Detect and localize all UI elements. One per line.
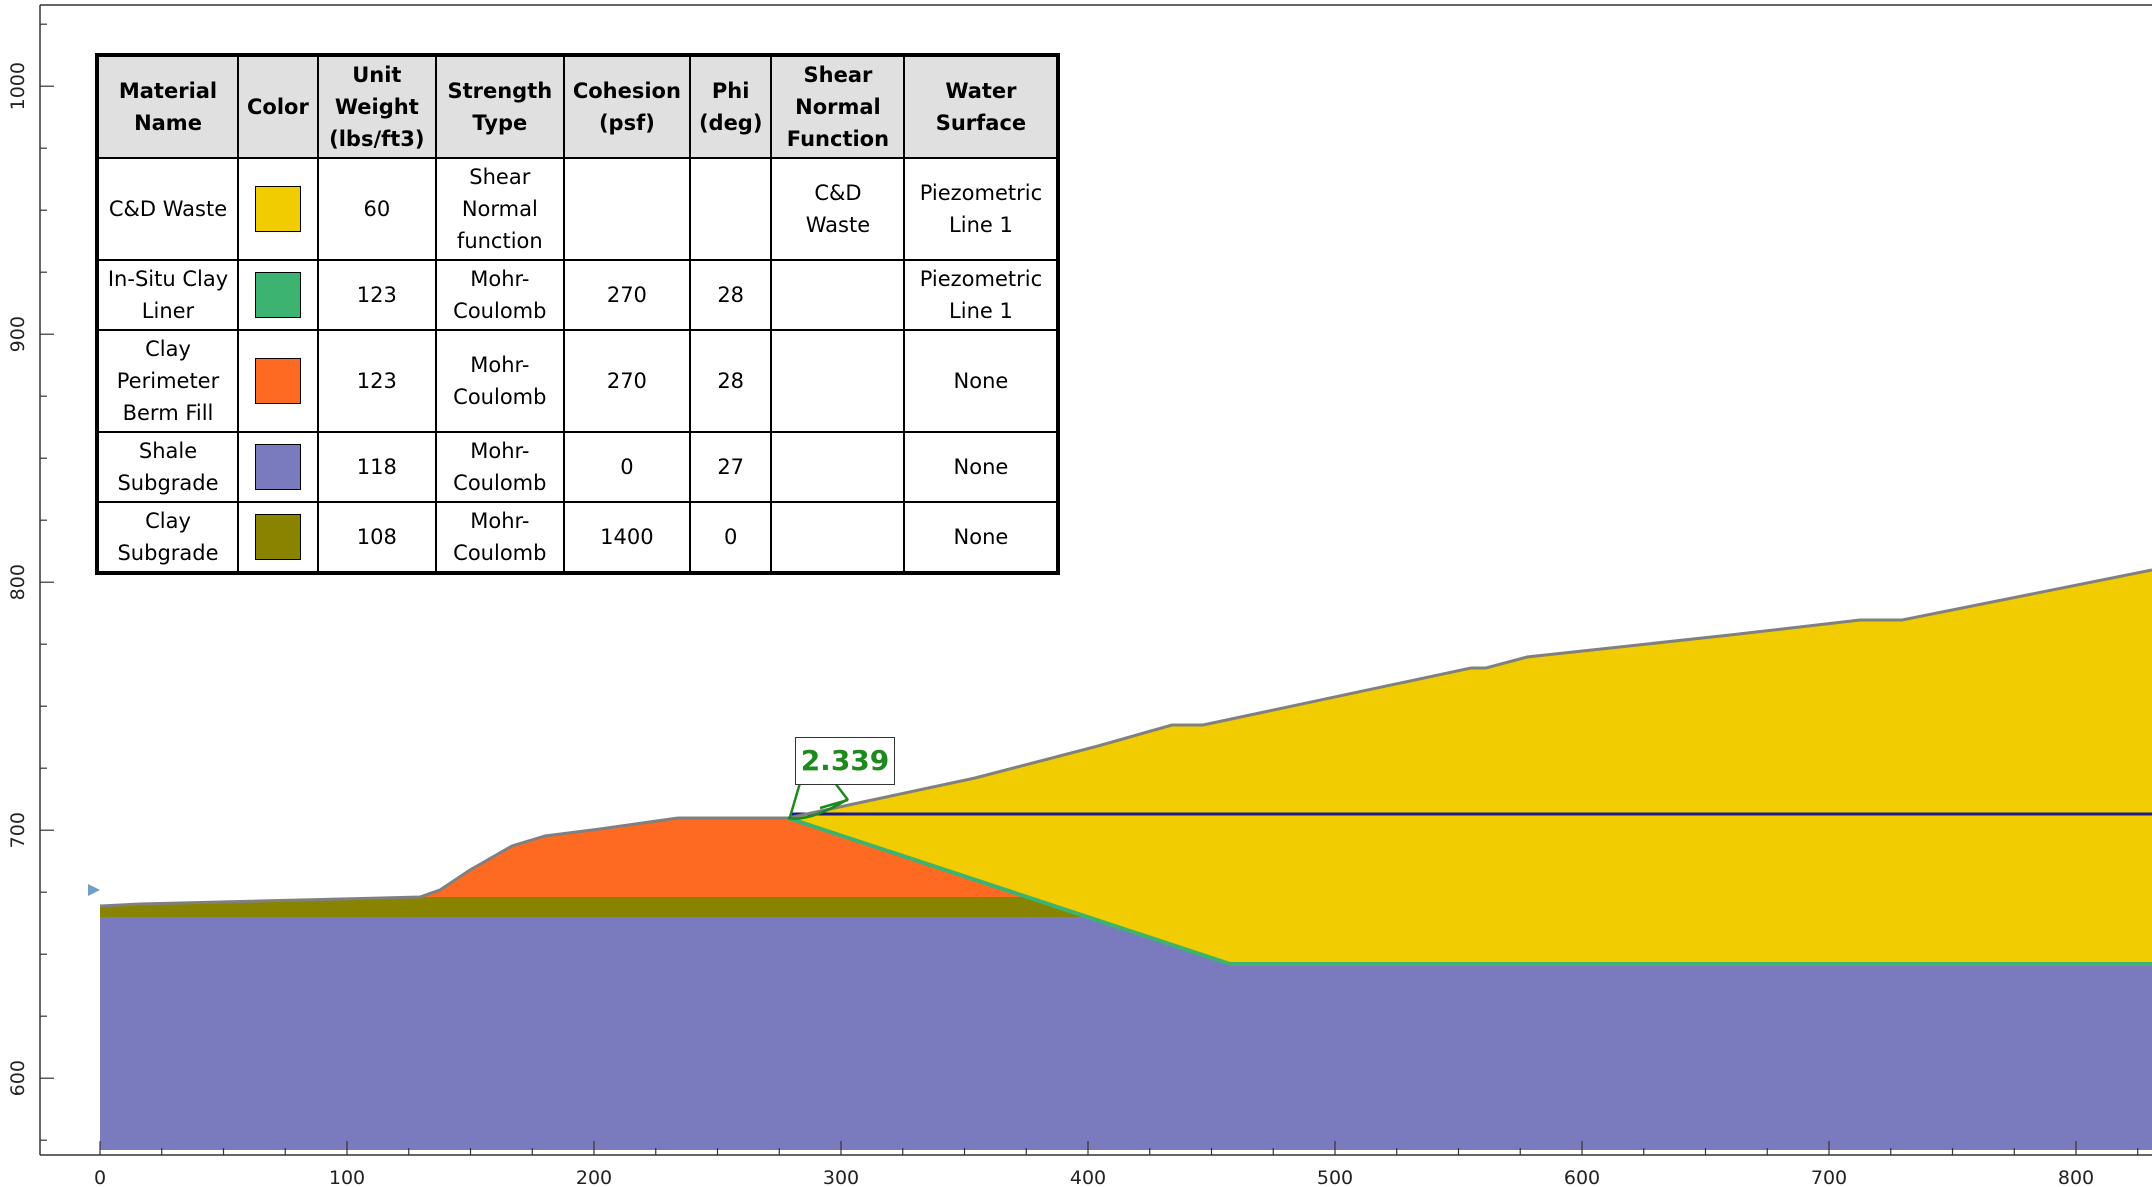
header-shear-normal-function: Shear Normal Function <box>770 54 906 159</box>
strength-type: Shear Normal function <box>434 157 565 261</box>
cd-waste-region <box>788 570 2152 964</box>
shear-normal-function <box>770 501 906 574</box>
phi: 0 <box>688 501 773 574</box>
phi: 28 <box>688 259 773 331</box>
cohesion: 1400 <box>562 501 691 574</box>
cohesion <box>562 157 691 261</box>
x-tick-label: 400 <box>1070 1167 1106 1187</box>
material-name: Clay Perimeter Berm Fill <box>96 329 239 433</box>
table-row: C&D Waste 60 Shear Normal function C&D W… <box>96 157 1060 261</box>
shear-normal-function <box>770 259 906 331</box>
table-row: In-Situ Clay Liner 123 Mohr-Coulomb 270 … <box>96 259 1060 331</box>
x-tick-label: 300 <box>823 1167 859 1187</box>
header-water-surface: Water Surface <box>903 54 1060 159</box>
material-name: Shale Subgrade <box>96 431 239 503</box>
strength-type: Mohr-Coulomb <box>434 431 565 503</box>
color-swatch <box>254 358 301 404</box>
unit-weight: 123 <box>316 259 437 331</box>
water-surface: Piezometric Line 1 <box>903 259 1060 331</box>
clay-perimeter-berm-region <box>420 818 1030 897</box>
header-material-name: Material Name <box>96 54 239 159</box>
phi <box>688 157 773 261</box>
color-swatch <box>254 186 301 232</box>
x-tick-label: 600 <box>1564 1167 1600 1187</box>
material-properties-table: Material Name Color Unit Weight (lbs/ft3… <box>95 53 1061 575</box>
boundary-marker-icon <box>88 884 100 896</box>
x-tick-label: 100 <box>329 1167 365 1187</box>
material-name: In-Situ Clay Liner <box>96 259 239 331</box>
unit-weight: 108 <box>316 501 437 574</box>
phi: 27 <box>688 431 773 503</box>
x-tick-label: 500 <box>1317 1167 1353 1187</box>
critical-slip-surface[interactable] <box>787 782 849 820</box>
color-swatch <box>254 514 301 560</box>
header-unit-weight: Unit Weight (lbs/ft3) <box>316 54 437 159</box>
water-surface: None <box>903 501 1060 574</box>
unit-weight: 60 <box>316 157 437 261</box>
color-swatch <box>254 444 301 490</box>
table-row: Clay Subgrade 108 Mohr-Coulomb 1400 0 No… <box>96 501 1060 574</box>
x-tick-label: 0 <box>94 1167 106 1187</box>
y-tick-label: 800 <box>7 564 29 600</box>
water-surface: None <box>903 431 1060 503</box>
header-color: Color <box>237 54 319 159</box>
cohesion: 270 <box>562 259 691 331</box>
cohesion: 270 <box>562 329 691 433</box>
header-cohesion: Cohesion (psf) <box>562 54 691 159</box>
x-tick-label: 700 <box>1811 1167 1847 1187</box>
y-tick-label: 1000 <box>7 62 29 110</box>
table-row: Clay Perimeter Berm Fill 123 Mohr-Coulom… <box>96 329 1060 433</box>
shear-normal-function: C&D Waste <box>770 157 906 261</box>
factor-of-safety-label[interactable]: 2.339 <box>795 737 895 785</box>
ground-surface-line <box>99 568 2152 908</box>
in-situ-clay-liner <box>787 816 2152 966</box>
strength-type: Mohr-Coulomb <box>434 501 565 574</box>
material-name: Clay Subgrade <box>96 501 239 574</box>
unit-weight: 118 <box>316 431 437 503</box>
header-strength-type: Strength Type <box>434 54 565 159</box>
shear-normal-function <box>770 431 906 503</box>
table-header-row: Material Name Color Unit Weight (lbs/ft3… <box>96 54 1060 159</box>
water-surface: None <box>903 329 1060 433</box>
phi: 28 <box>688 329 773 433</box>
y-tick-label: 900 <box>7 316 29 352</box>
table-row: Shale Subgrade 118 Mohr-Coulomb 0 27 Non… <box>96 431 1060 503</box>
x-tick-label: 800 <box>2058 1167 2094 1187</box>
material-name: C&D Waste <box>96 157 239 261</box>
shear-normal-function <box>770 329 906 433</box>
cohesion: 0 <box>562 431 691 503</box>
shale-subgrade-region <box>100 917 2152 1150</box>
strength-type: Mohr-Coulomb <box>434 329 565 433</box>
water-surface: Piezometric Line 1 <box>903 157 1060 261</box>
x-tick-label: 200 <box>576 1167 612 1187</box>
y-tick-label: 600 <box>7 1060 29 1096</box>
header-phi: Phi (deg) <box>688 54 773 159</box>
clay-subgrade-region <box>100 897 1085 917</box>
unit-weight: 123 <box>316 329 437 433</box>
color-swatch <box>254 272 301 318</box>
strength-type: Mohr-Coulomb <box>434 259 565 331</box>
y-tick-label: 700 <box>7 812 29 848</box>
